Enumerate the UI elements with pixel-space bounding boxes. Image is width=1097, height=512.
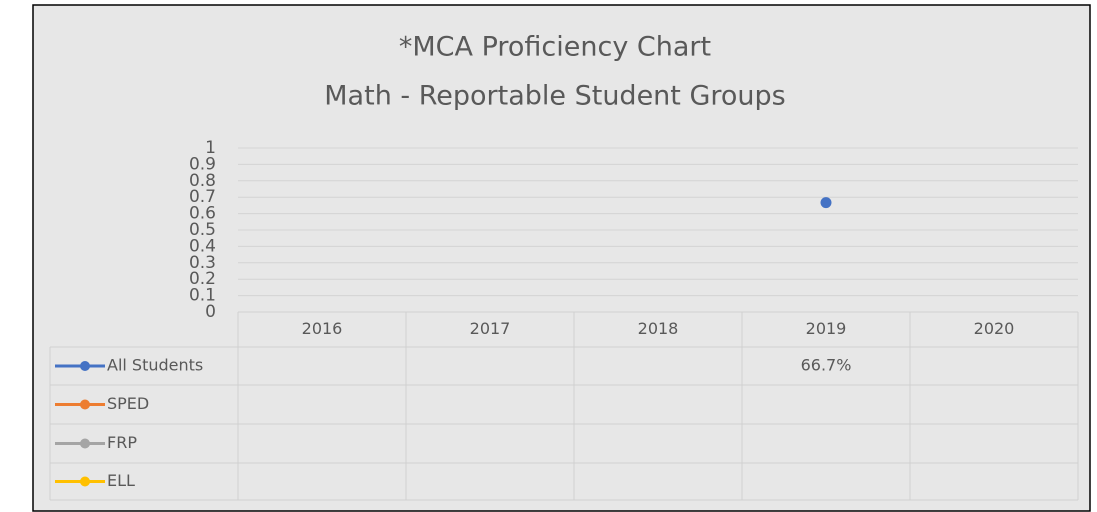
y-tick-label: 0.6 bbox=[189, 204, 216, 224]
legend-label: All Students bbox=[107, 356, 203, 375]
table-value: 66.7% bbox=[801, 356, 852, 375]
legend-key-marker bbox=[80, 361, 90, 371]
x-tick-label: 2020 bbox=[974, 319, 1015, 338]
y-tick-label: 0 bbox=[205, 302, 216, 322]
y-tick-label: 0.3 bbox=[189, 253, 216, 273]
data-point bbox=[820, 197, 832, 209]
legend-key-marker bbox=[80, 476, 90, 487]
legend-key-marker bbox=[80, 399, 90, 410]
chart-area bbox=[32, 4, 1091, 512]
y-tick-label: 0.7 bbox=[189, 187, 216, 207]
x-tick-label: 2016 bbox=[302, 319, 343, 338]
legend-label: ELL bbox=[107, 471, 135, 490]
x-tick-label: 2019 bbox=[806, 319, 847, 338]
chart-subtitle: Math - Reportable Student Groups bbox=[324, 81, 785, 112]
y-tick-label: 0.1 bbox=[189, 286, 216, 306]
y-tick-label: 0.8 bbox=[189, 171, 216, 191]
x-tick-label: 2017 bbox=[470, 319, 511, 338]
chart-title: *MCA Proficiency Chart bbox=[399, 32, 711, 63]
y-tick-label: 1 bbox=[205, 138, 216, 158]
legend-label: FRP bbox=[107, 433, 137, 452]
y-tick-label: 0.9 bbox=[189, 154, 216, 174]
y-tick-label: 0.5 bbox=[189, 220, 216, 240]
y-tick-label: 0.2 bbox=[189, 269, 216, 289]
x-tick-label: 2018 bbox=[638, 319, 679, 338]
legend-key-marker bbox=[80, 438, 90, 449]
y-tick-label: 0.4 bbox=[189, 236, 216, 256]
legend-label: SPED bbox=[107, 394, 149, 413]
